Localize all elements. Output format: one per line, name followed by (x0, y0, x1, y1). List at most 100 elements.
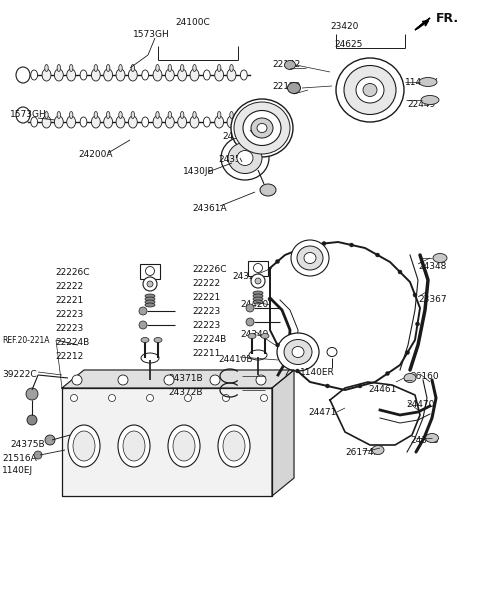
Circle shape (413, 293, 417, 297)
Ellipse shape (248, 334, 256, 339)
Ellipse shape (128, 116, 137, 128)
Ellipse shape (70, 64, 73, 72)
Ellipse shape (180, 64, 184, 72)
Ellipse shape (107, 64, 110, 72)
Circle shape (34, 451, 42, 459)
Circle shape (406, 350, 409, 354)
Text: 1573GH: 1573GH (133, 30, 170, 39)
Circle shape (143, 277, 157, 291)
Text: 24350D: 24350D (218, 155, 253, 164)
Ellipse shape (107, 111, 110, 119)
Polygon shape (415, 18, 430, 30)
Ellipse shape (54, 69, 63, 81)
Ellipse shape (67, 116, 76, 128)
Circle shape (296, 369, 300, 373)
Ellipse shape (94, 111, 97, 119)
Text: 22142: 22142 (272, 60, 300, 69)
Ellipse shape (249, 350, 267, 360)
Circle shape (139, 321, 147, 329)
Circle shape (246, 304, 254, 312)
Ellipse shape (218, 425, 250, 467)
Circle shape (210, 375, 220, 385)
Ellipse shape (234, 102, 290, 154)
Text: 23367: 23367 (418, 295, 446, 304)
Ellipse shape (168, 64, 171, 72)
Ellipse shape (261, 334, 269, 339)
Ellipse shape (73, 431, 95, 461)
Text: 1140FY: 1140FY (405, 78, 438, 87)
Ellipse shape (228, 142, 262, 173)
Text: 22449: 22449 (407, 100, 435, 109)
Circle shape (358, 384, 362, 388)
Ellipse shape (227, 69, 236, 81)
Ellipse shape (291, 240, 329, 276)
Circle shape (268, 297, 272, 301)
Ellipse shape (178, 69, 187, 81)
Ellipse shape (180, 111, 184, 119)
Text: 24349: 24349 (240, 330, 268, 339)
Ellipse shape (145, 297, 155, 301)
Ellipse shape (215, 116, 224, 128)
Text: 21516A: 21516A (2, 454, 37, 463)
Text: 24371B: 24371B (168, 374, 203, 383)
Ellipse shape (425, 434, 439, 443)
Text: 24461: 24461 (368, 385, 396, 394)
Circle shape (256, 375, 266, 385)
Ellipse shape (16, 107, 30, 123)
Circle shape (398, 270, 402, 274)
Ellipse shape (116, 69, 125, 81)
Ellipse shape (193, 64, 196, 72)
Ellipse shape (193, 111, 196, 119)
Text: 22212: 22212 (55, 352, 83, 361)
Text: 24372B: 24372B (168, 388, 203, 397)
Text: 22223: 22223 (192, 321, 220, 330)
Ellipse shape (227, 116, 236, 128)
Ellipse shape (190, 116, 199, 128)
Ellipse shape (230, 111, 233, 119)
Text: 1140ER: 1140ER (300, 368, 335, 377)
FancyBboxPatch shape (248, 261, 268, 276)
Text: FR.: FR. (436, 12, 459, 25)
Circle shape (72, 375, 82, 385)
Text: 22221: 22221 (55, 296, 83, 305)
Circle shape (71, 395, 77, 401)
Ellipse shape (141, 337, 149, 342)
Text: 26174P: 26174P (345, 448, 379, 457)
Text: 22226C: 22226C (55, 268, 89, 277)
Ellipse shape (344, 66, 396, 114)
Circle shape (251, 274, 265, 288)
Ellipse shape (285, 61, 296, 69)
Ellipse shape (80, 117, 87, 127)
Ellipse shape (240, 117, 247, 127)
Ellipse shape (45, 64, 48, 72)
Ellipse shape (327, 348, 337, 356)
Ellipse shape (166, 69, 174, 81)
Text: 24100C: 24100C (175, 18, 210, 27)
Ellipse shape (145, 300, 155, 304)
Ellipse shape (372, 446, 384, 455)
Ellipse shape (67, 69, 76, 81)
Circle shape (276, 260, 279, 263)
Circle shape (325, 384, 329, 388)
Ellipse shape (356, 77, 384, 103)
Ellipse shape (145, 303, 155, 307)
Ellipse shape (131, 64, 134, 72)
Text: 22224B: 22224B (55, 338, 89, 347)
Ellipse shape (433, 254, 447, 263)
Text: 22221: 22221 (192, 293, 220, 302)
Ellipse shape (153, 69, 162, 81)
Ellipse shape (223, 431, 245, 461)
Ellipse shape (156, 111, 159, 119)
Ellipse shape (54, 116, 63, 128)
Ellipse shape (421, 95, 439, 105)
Circle shape (45, 435, 55, 445)
Text: 24361A: 24361A (192, 204, 227, 213)
Circle shape (385, 371, 389, 376)
Ellipse shape (42, 116, 51, 128)
Ellipse shape (253, 297, 263, 301)
Ellipse shape (154, 337, 162, 342)
Ellipse shape (231, 99, 293, 157)
Text: 24410B: 24410B (218, 355, 252, 364)
Ellipse shape (45, 111, 48, 119)
Circle shape (322, 241, 326, 246)
